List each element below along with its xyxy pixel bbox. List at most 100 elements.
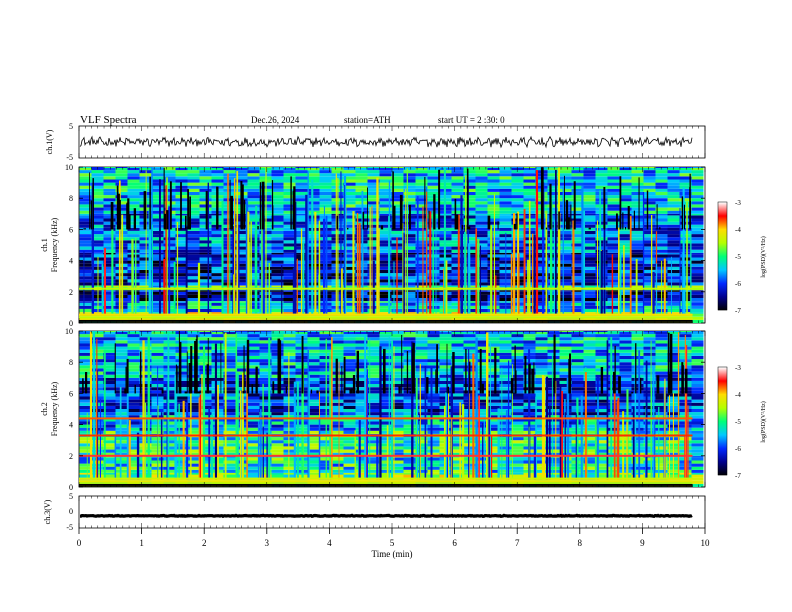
spectrogram-cell: [367, 195, 380, 199]
spectrogram-cell: [367, 224, 380, 228]
spectrogram-cell: [643, 185, 656, 189]
spectrogram-cell: [79, 312, 92, 314]
spectrogram-cell: [103, 192, 116, 196]
spectrogram-cell: [343, 396, 356, 400]
spectrogram-cell: [235, 390, 248, 394]
spectrogram-cell: [607, 466, 620, 470]
spectrogram-cell: [583, 452, 596, 456]
spectrogram-cell: [499, 227, 512, 231]
spectrogram-cell: [379, 440, 392, 444]
spectrogram-cell: [139, 301, 152, 303]
spectrogram-cell: [571, 224, 584, 228]
spectrogram-cell: [271, 207, 284, 211]
spectrogram-cell: [199, 254, 212, 258]
spectrogram-cell: [235, 243, 248, 247]
spectrogram-cell: [103, 182, 116, 186]
spectrogram-cell: [295, 204, 308, 208]
spectrogram-cell: [691, 466, 704, 470]
spectrogram-cell: [655, 240, 668, 244]
spectrogram-cell: [667, 290, 680, 292]
spectrogram-cell: [547, 279, 560, 283]
spectrogram-cell: [139, 240, 152, 244]
spectrogram-cell: [427, 173, 440, 177]
spectrogram-cell: [103, 257, 116, 261]
spectrogram-cell: [667, 173, 680, 177]
spectrogram-cell: [583, 173, 596, 177]
spectrogram-cell: [379, 218, 392, 222]
low-power-gap: [180, 182, 182, 230]
spectrogram-cell: [79, 210, 92, 214]
spectrogram-cell: [355, 473, 368, 475]
spectrogram-cell: [427, 421, 440, 425]
sferic-streak: [369, 255, 371, 316]
spectrogram-cell: [211, 270, 224, 274]
spectrogram-cell: [691, 260, 704, 264]
spectrogram-cell: [607, 393, 620, 397]
spectrogram-cell: [103, 463, 116, 467]
spectrogram-cell: [511, 387, 524, 391]
spectrogram-cell: [355, 384, 368, 388]
spectrogram-cell: [619, 282, 632, 286]
spectrogram-cell: [451, 185, 464, 189]
spectrogram-cell: [559, 302, 572, 306]
spectrogram-cell: [547, 237, 560, 241]
spectrogram-cell: [259, 430, 272, 434]
spectrogram-cell: [643, 246, 656, 250]
spectrogram-cell: [619, 427, 632, 431]
spectrogram-cell: [535, 449, 548, 453]
spectrogram-cell: [451, 402, 464, 406]
spectrogram-cell: [367, 405, 380, 409]
spectrogram-cell: [367, 210, 380, 214]
spectrogram-cell: [139, 176, 152, 180]
spectrogram-cell: [451, 254, 464, 258]
spectrogram-cell: [559, 201, 572, 205]
spectrogram-cell: [655, 231, 668, 235]
spectrogram-cell: [163, 399, 176, 403]
sferic-streak: [663, 258, 666, 316]
spectrogram-cell: [319, 167, 332, 168]
spectrogram-cell: [283, 224, 296, 228]
spectrogram-cell: [127, 188, 140, 192]
spectrogram-cell: [91, 240, 104, 244]
spectrogram-cell: [307, 399, 320, 403]
spectrogram-cell: [199, 302, 212, 306]
spectrogram-cell: [247, 215, 260, 219]
spectrogram-cell: [79, 224, 92, 228]
spectrogram-cell: [223, 460, 236, 464]
spectrogram-cell: [319, 276, 332, 280]
spectrogram-cell: [547, 198, 560, 202]
spectrogram-cell: [211, 285, 224, 288]
spectrogram-cell: [571, 273, 584, 277]
spectrogram-cell: [319, 254, 332, 258]
spectrogram-cell: [319, 195, 332, 199]
spectrogram-cell: [175, 477, 188, 481]
spectrogram-cell: [451, 474, 464, 478]
spectrogram-cell: [667, 249, 680, 253]
spectrogram-cell: [187, 237, 200, 241]
spectrogram-cell: [415, 440, 428, 444]
spectrogram-cell: [535, 466, 548, 470]
spectrogram-cell: [655, 402, 668, 406]
spectrogram-cell: [139, 266, 152, 270]
sferic-streak: [265, 167, 267, 316]
spectrogram-cell: [319, 390, 332, 394]
spectrogram-cell: [307, 218, 320, 222]
spectrogram-cell: [511, 415, 524, 419]
spectrogram-cell: [643, 291, 656, 295]
spectrogram-cell: [199, 449, 212, 453]
spectrogram-cell: [247, 415, 260, 419]
spectrogram-cell: [91, 224, 104, 228]
spectrogram-cell: [319, 179, 332, 183]
spectrogram-cell: [535, 246, 548, 250]
colorbar-swatch: [718, 288, 727, 290]
spectrogram-cell: [679, 173, 692, 177]
spectrogram-cell: [175, 276, 188, 280]
spectrogram-cell: [103, 179, 116, 183]
spectrogram-cell: [223, 167, 236, 171]
spectrogram-cell: [499, 167, 512, 171]
spectrogram-cell: [475, 418, 488, 422]
spectrogram-cell: [271, 192, 284, 196]
spectrogram-cell: [691, 273, 704, 277]
spectrogram-cell: [319, 182, 332, 186]
spectrogram-cell: [475, 243, 488, 247]
